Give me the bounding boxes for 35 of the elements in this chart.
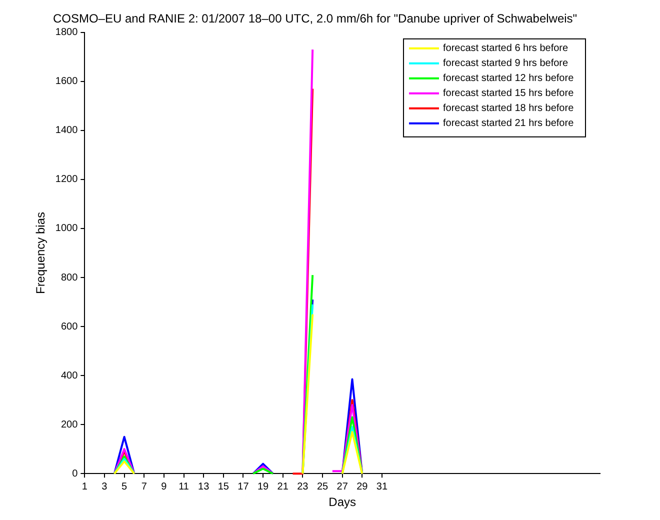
x-tick-label: 17 — [238, 481, 250, 492]
y-tick-label: 1000 — [55, 223, 78, 234]
y-tick-label: 800 — [60, 272, 78, 284]
y-tick-label: 0 — [72, 468, 78, 480]
x-tick-label: 27 — [336, 481, 348, 492]
y-tick-label: 400 — [60, 370, 78, 382]
y-tick-label: 1400 — [55, 125, 78, 136]
legend-label: forecast started 18 hrs before — [443, 103, 574, 114]
x-tick-label: 31 — [376, 481, 388, 492]
legend-label: forecast started 21 hrs before — [443, 118, 574, 130]
legend-label: forecast started 15 hrs before — [443, 88, 574, 100]
x-tick-label: 5 — [122, 481, 128, 492]
x-tick-label: 11 — [178, 481, 190, 492]
x-tick-label: 19 — [257, 481, 270, 492]
x-tick-label: 13 — [198, 481, 210, 492]
x-axis-title: Days — [328, 495, 356, 510]
y-tick-label: 200 — [60, 419, 78, 430]
y-tick-label: 1200 — [55, 174, 78, 186]
x-tick-label: 21 — [277, 481, 289, 492]
y-tick-label: 600 — [60, 321, 78, 332]
x-tick-label: 9 — [161, 481, 168, 492]
x-tick-label: 29 — [356, 481, 368, 492]
chart-title: COSMO–EU and RANIE 2: 01/2007 18–00 UTC, 2.0 mm/6h for "Danube upriver of Schwabelweis" — [52, 12, 578, 26]
y-tick-label: 1600 — [55, 76, 78, 88]
x-tick-label: 7 — [141, 481, 148, 492]
legend-label: forecast started 6 hrs before — [443, 43, 568, 54]
x-tick-label: 23 — [297, 481, 309, 492]
y-axis-title: Frequency bias — [34, 212, 48, 294]
x-tick-label: 25 — [316, 481, 328, 492]
x-tick-label: 15 — [218, 481, 230, 492]
legend-label: forecast started 9 hrs before — [443, 58, 568, 70]
y-tick-label: 1800 — [55, 27, 78, 38]
x-tick-label: 3 — [102, 481, 108, 492]
legend-label: forecast started 12 hrs before — [443, 73, 574, 84]
x-tick-label: 1 — [82, 481, 88, 492]
